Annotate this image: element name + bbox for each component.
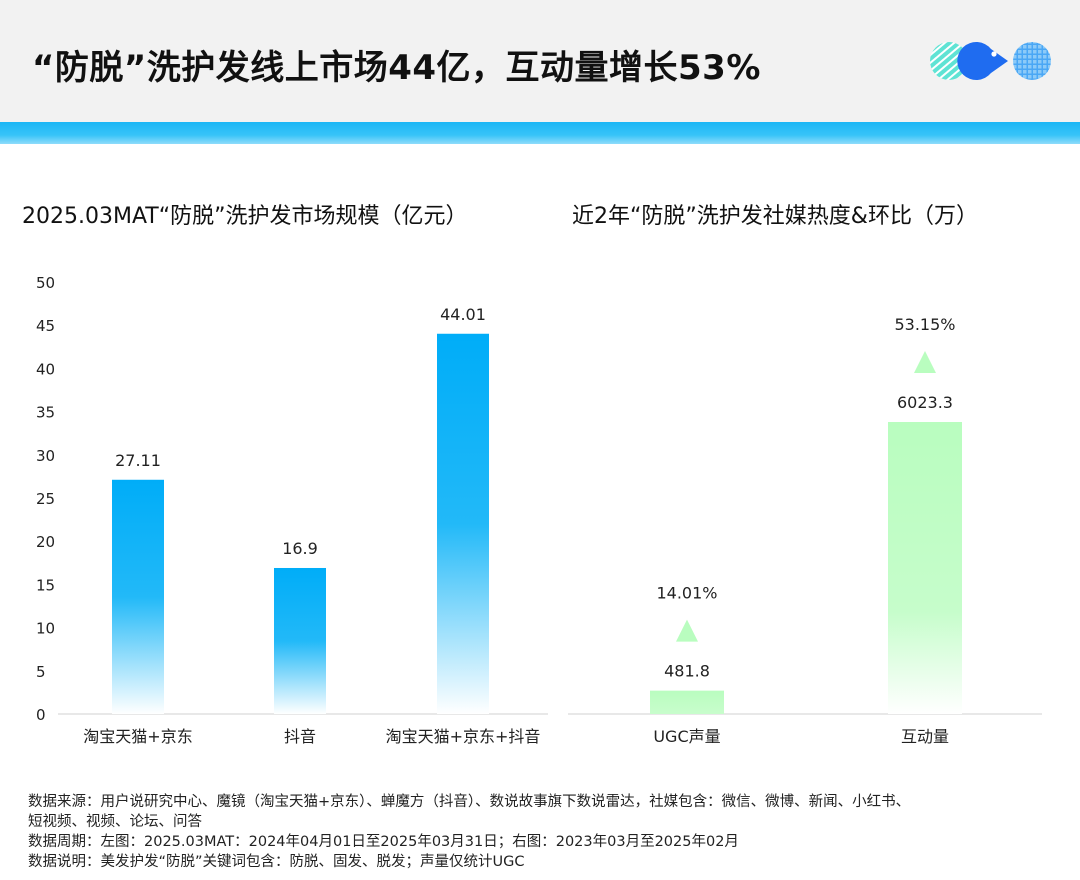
y-tick-label: 40 (36, 360, 55, 378)
bar (888, 422, 962, 714)
data-label: 481.8 (664, 662, 710, 681)
left-chart-title: 2025.03MAT“防脱”洗护发市场规模（亿元） (22, 204, 468, 229)
right-chart-title: 近2年“防脱”洗护发社媒热度&环比（万） (572, 204, 978, 229)
y-tick-label: 20 (36, 533, 55, 551)
x-tick-label: 抖音 (284, 727, 316, 746)
page-title: “防脱”洗护发线上市场44亿，互动量增长53% (32, 48, 761, 88)
header-accent-band (0, 122, 1080, 144)
x-tick-label: 淘宝天猫+京东 (83, 727, 192, 746)
y-tick-label: 15 (36, 576, 55, 594)
x-tick-label: UGC声量 (653, 727, 720, 746)
growth-label: 14.01% (656, 584, 717, 603)
data-label: 44.01 (440, 305, 486, 324)
data-label: 16.9 (282, 539, 318, 558)
footer-notes: 数据来源：用户说研究中心、魔镜（淘宝天猫+京东）、蝉魔方（抖音）、数说故事旗下数… (28, 792, 1068, 872)
growth-up-arrow-icon (676, 619, 698, 642)
y-tick-label: 5 (36, 663, 46, 681)
x-tick-label: 互动量 (901, 727, 949, 746)
bar (274, 567, 326, 714)
y-tick-label: 35 (36, 404, 55, 422)
brand-logo-icon (930, 42, 1051, 80)
y-tick-label: 30 (36, 447, 55, 465)
charts-canvas: 0 5 10 15 20 25 30 35 40 45 50 27.11 淘宝天猫+京东 16.9 抖音 44… (36, 274, 1042, 746)
footer-source-line-2: 短视频、视频、论坛、问答 (28, 814, 202, 830)
data-label: 6023.3 (897, 393, 953, 412)
data-label: 27.11 (115, 451, 161, 470)
bar (437, 333, 489, 714)
bar (112, 479, 164, 714)
x-tick-label: 淘宝天猫+京东+抖音 (386, 727, 541, 746)
footer-note: 数据说明：美发护发“防脱”关键词包含：防脱、固发、脱发；声量仅统计UGC (28, 854, 525, 870)
growth-up-arrow-icon (914, 351, 936, 373)
header-bar: “防脱”洗护发线上市场44亿，互动量增长53% (0, 0, 1080, 122)
y-tick-label: 45 (36, 317, 55, 335)
y-tick-label: 50 (36, 274, 55, 292)
y-tick-label: 10 (36, 620, 55, 638)
bar (650, 690, 724, 714)
footer-period: 数据周期：左图：2025.03MAT：2024年04月01日至2025年03月3… (28, 834, 739, 850)
footer-source-line-1: 数据来源：用户说研究中心、魔镜（淘宝天猫+京东）、蝉魔方（抖音）、数说故事旗下数… (28, 794, 911, 810)
y-tick-label: 0 (36, 706, 46, 724)
growth-label: 53.15% (894, 315, 955, 334)
y-tick-label: 25 (36, 490, 55, 508)
